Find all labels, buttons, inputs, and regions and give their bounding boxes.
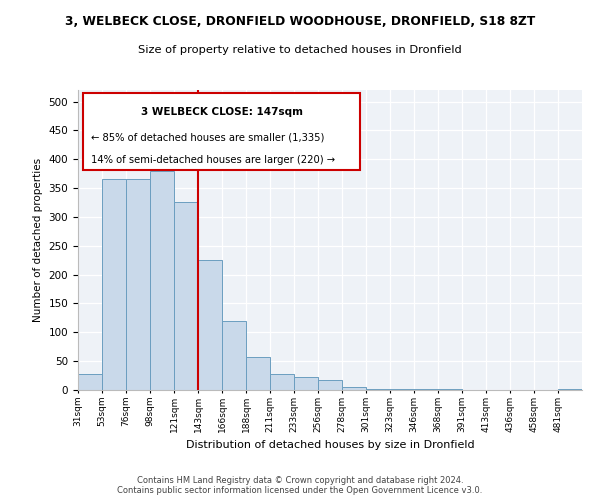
Text: Size of property relative to detached houses in Dronfield: Size of property relative to detached ho…: [138, 45, 462, 55]
Bar: [318, 380, 342, 390]
Y-axis label: Number of detached properties: Number of detached properties: [33, 158, 43, 322]
Bar: [198, 260, 222, 390]
Bar: [174, 202, 198, 390]
Bar: [102, 180, 126, 390]
Text: Contains HM Land Registry data © Crown copyright and database right 2024.
Contai: Contains HM Land Registry data © Crown c…: [118, 476, 482, 495]
Text: 3 WELBECK CLOSE: 147sqm: 3 WELBECK CLOSE: 147sqm: [140, 107, 302, 117]
Bar: [294, 378, 318, 390]
Bar: [246, 356, 270, 390]
Bar: [126, 180, 150, 390]
X-axis label: Distribution of detached houses by size in Dronfield: Distribution of detached houses by size …: [185, 440, 475, 450]
Text: ← 85% of detached houses are smaller (1,335): ← 85% of detached houses are smaller (1,…: [91, 132, 324, 142]
Text: 14% of semi-detached houses are larger (220) →: 14% of semi-detached houses are larger (…: [91, 154, 335, 164]
Text: 3, WELBECK CLOSE, DRONFIELD WOODHOUSE, DRONFIELD, S18 8ZT: 3, WELBECK CLOSE, DRONFIELD WOODHOUSE, D…: [65, 15, 535, 28]
FancyBboxPatch shape: [83, 93, 360, 170]
Bar: [270, 374, 294, 390]
Bar: [342, 387, 366, 390]
Bar: [78, 374, 102, 390]
Bar: [222, 321, 246, 390]
Bar: [150, 171, 174, 390]
